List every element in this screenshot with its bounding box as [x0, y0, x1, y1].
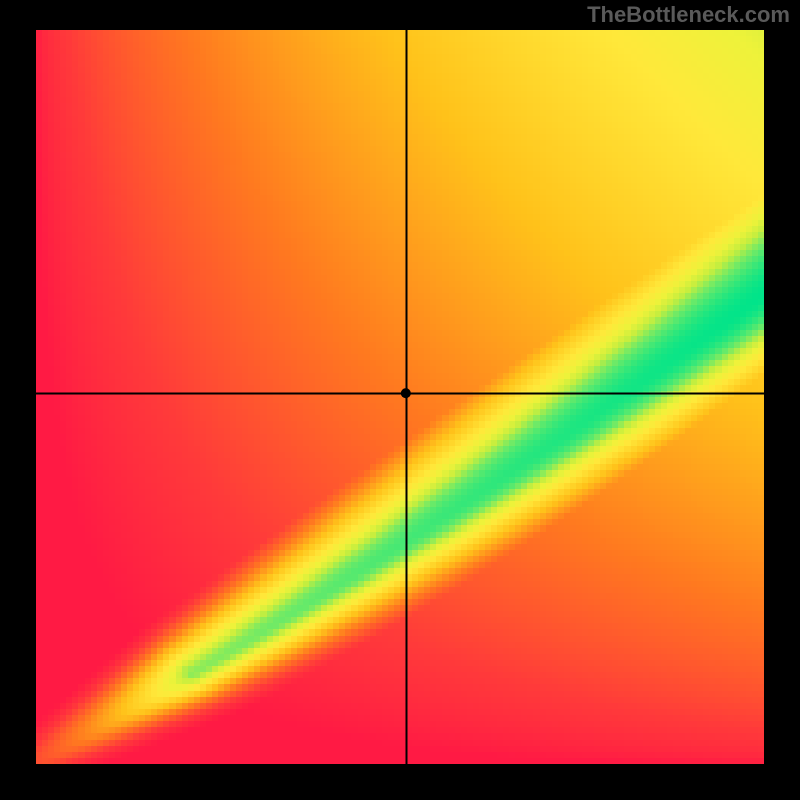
bottleneck-heatmap: [36, 30, 764, 764]
watermark-text: TheBottleneck.com: [587, 2, 790, 28]
chart-container: TheBottleneck.com: [0, 0, 800, 800]
